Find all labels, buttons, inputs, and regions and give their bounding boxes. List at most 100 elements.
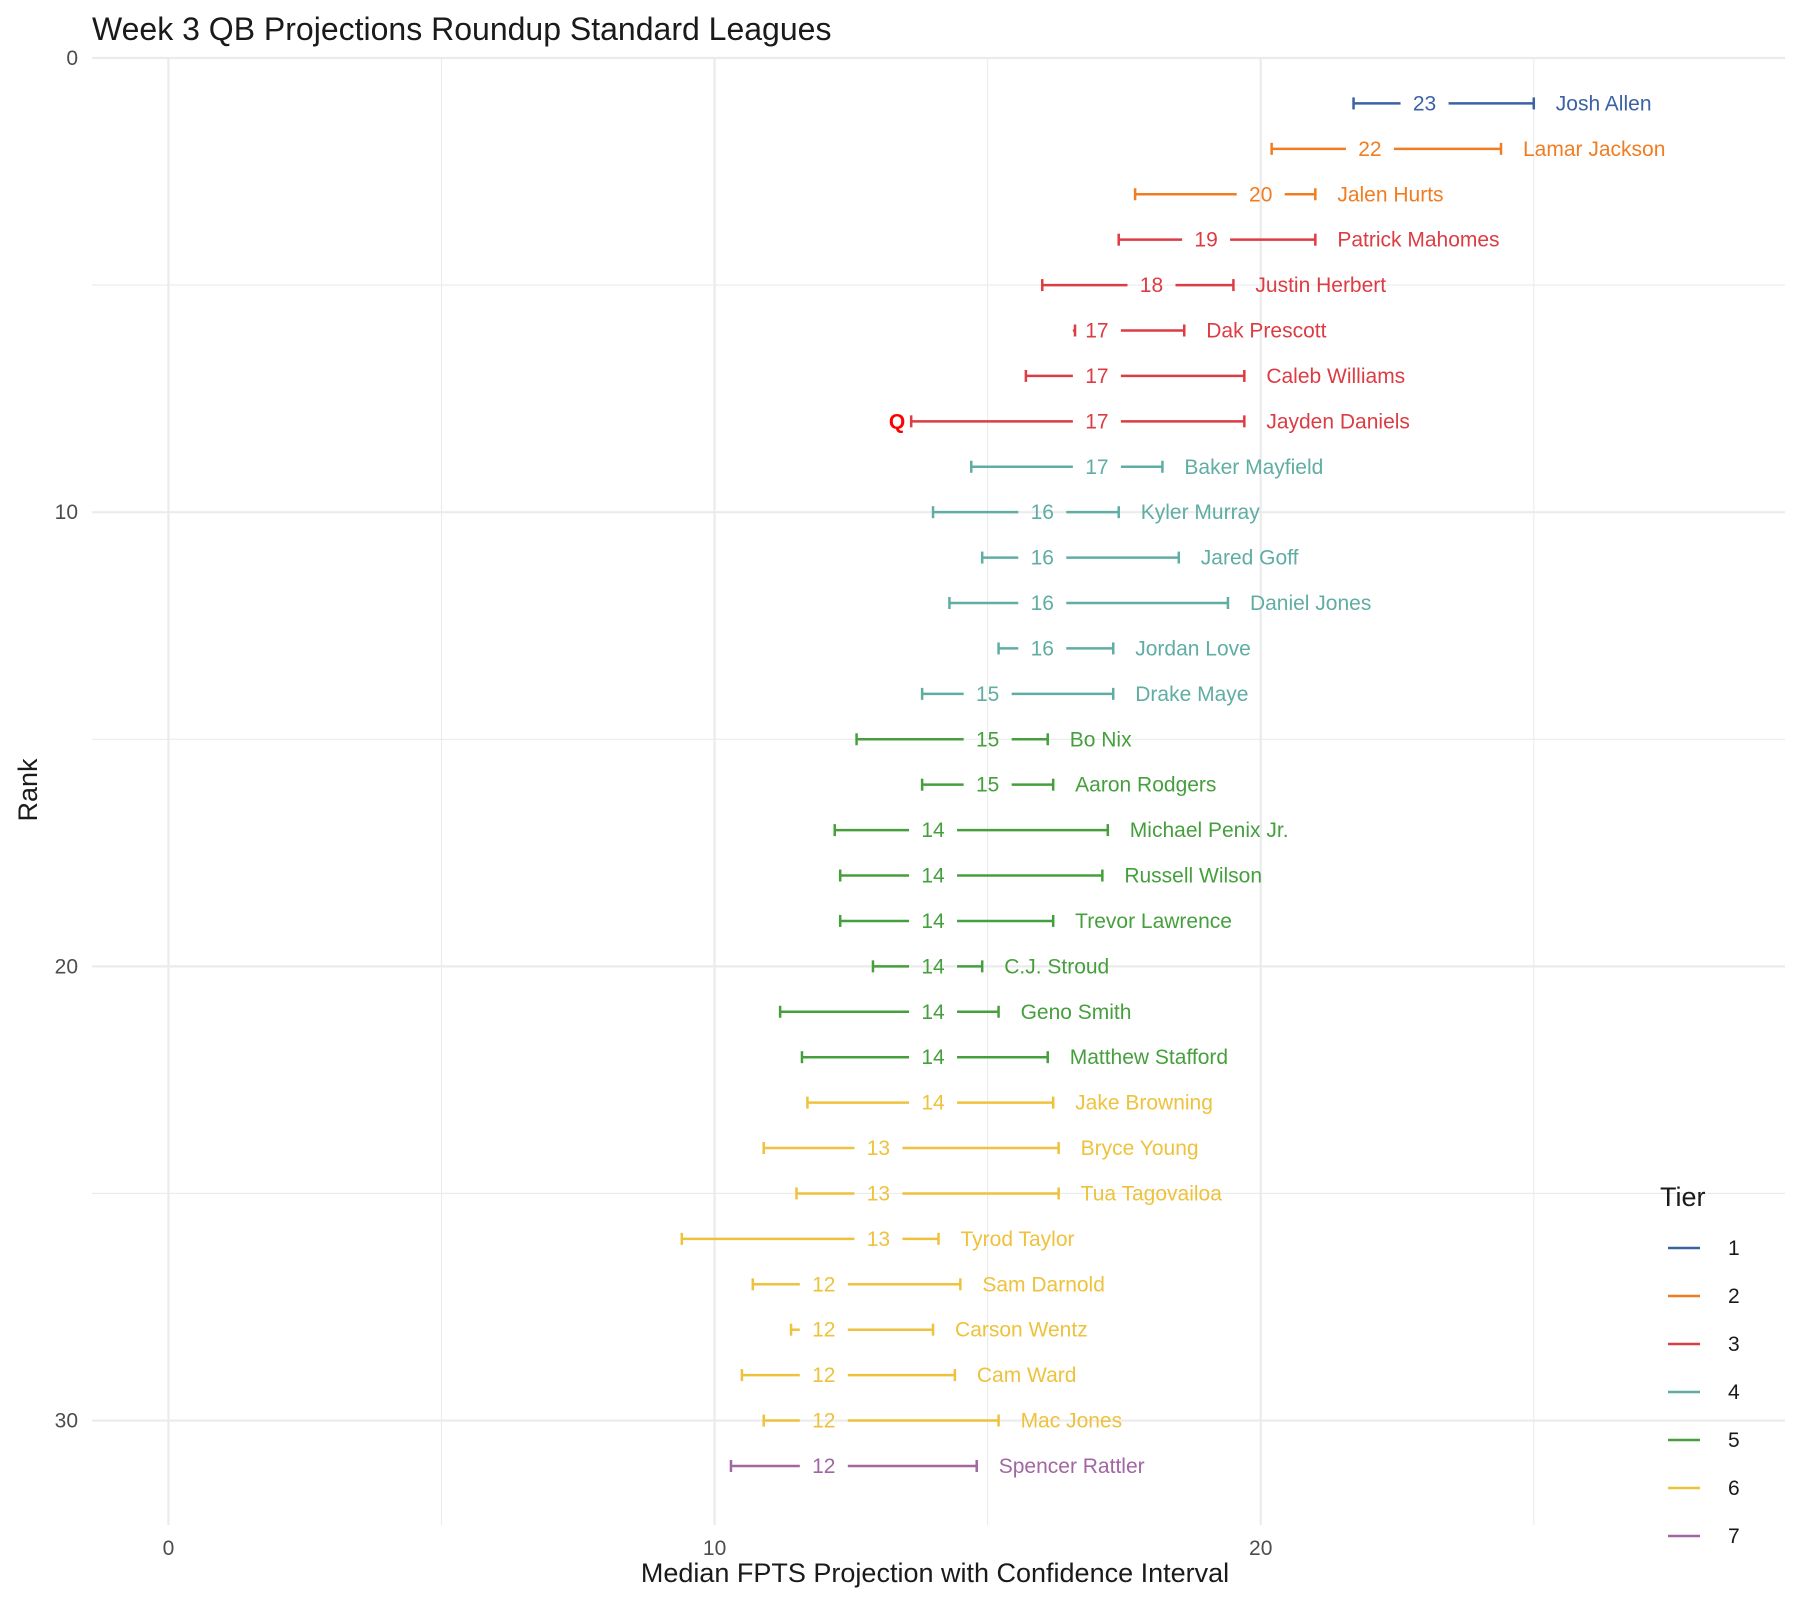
median-label: 15 bbox=[976, 774, 999, 797]
player-row: 14 Trevor Lawrence bbox=[838, 910, 1232, 933]
median-label: 23 bbox=[1413, 92, 1436, 115]
median-label: 16 bbox=[1031, 501, 1054, 524]
player-row: 14 Geno Smith bbox=[778, 1001, 1132, 1024]
median-label: 13 bbox=[867, 1228, 890, 1251]
player-name-label: Patrick Mahomes bbox=[1337, 229, 1499, 252]
player-name-label: Josh Allen bbox=[1556, 92, 1652, 115]
legend-item: 4 bbox=[1668, 1381, 1740, 1404]
player-row: 14 C.J. Stroud bbox=[871, 955, 1109, 978]
player-name-label: Matthew Stafford bbox=[1070, 1046, 1228, 1069]
player-row: 17 Caleb Williams bbox=[1024, 365, 1405, 388]
median-label: 17 bbox=[1085, 410, 1108, 433]
median-label: 12 bbox=[812, 1455, 835, 1478]
player-row: 16 Daniel Jones bbox=[948, 592, 1371, 615]
median-label: 12 bbox=[812, 1410, 835, 1433]
legend-label: 6 bbox=[1728, 1477, 1740, 1500]
player-name-label: Bryce Young bbox=[1081, 1137, 1199, 1160]
player-row: 15 Aaron Rodgers bbox=[920, 774, 1216, 797]
median-label: 14 bbox=[921, 955, 945, 978]
y-axis-title: Rank bbox=[13, 758, 43, 822]
player-row: 23 Josh Allen bbox=[1352, 92, 1652, 115]
legend-item: 6 bbox=[1668, 1477, 1740, 1500]
median-label: 12 bbox=[812, 1364, 835, 1387]
player-name-label: Jayden Daniels bbox=[1266, 410, 1410, 433]
median-label: 12 bbox=[812, 1319, 835, 1342]
legend-item: 7 bbox=[1668, 1525, 1740, 1548]
player-row: 15 Bo Nix bbox=[855, 728, 1132, 751]
median-label: 13 bbox=[867, 1182, 890, 1205]
median-label: 14 bbox=[921, 1001, 945, 1024]
x-tick-label: 0 bbox=[163, 1537, 175, 1560]
player-name-label: Tua Tagovailoa bbox=[1081, 1182, 1223, 1205]
player-row: 17 Baker Mayfield bbox=[970, 456, 1323, 479]
median-label: 18 bbox=[1140, 274, 1163, 297]
player-row: 18 Justin Herbert bbox=[1041, 274, 1386, 297]
player-row: 19 Patrick Mahomes bbox=[1117, 229, 1500, 252]
player-row: 16 Jared Goff bbox=[980, 547, 1299, 570]
player-name-label: Kyler Murray bbox=[1141, 501, 1261, 524]
median-label: 14 bbox=[921, 910, 945, 933]
player-name-label: Dak Prescott bbox=[1206, 320, 1326, 343]
median-label: 16 bbox=[1031, 637, 1054, 660]
median-label: 22 bbox=[1358, 138, 1381, 161]
player-name-label: Aaron Rodgers bbox=[1075, 774, 1216, 797]
status-flag: Q bbox=[889, 410, 905, 433]
median-label: 17 bbox=[1085, 365, 1108, 388]
player-row: 16 Kyler Murray bbox=[931, 501, 1261, 524]
median-label: 14 bbox=[921, 865, 945, 888]
median-label: 12 bbox=[812, 1273, 835, 1296]
player-row: 20 Jalen Hurts bbox=[1133, 183, 1444, 206]
x-axis-ticks: 0 10 20 bbox=[163, 1537, 1273, 1560]
median-label: 15 bbox=[976, 683, 999, 706]
player-row: 12 Sam Darnold bbox=[751, 1273, 1105, 1296]
chart-title: Week 3 QB Projections Roundup Standard L… bbox=[92, 11, 831, 47]
legend-label: 4 bbox=[1728, 1381, 1740, 1404]
legend-item: 1 bbox=[1668, 1237, 1740, 1260]
legend-item: 3 bbox=[1668, 1333, 1740, 1356]
median-label: 16 bbox=[1031, 547, 1054, 570]
player-name-label: Lamar Jackson bbox=[1523, 138, 1665, 161]
player-name-label: Jared Goff bbox=[1201, 547, 1299, 570]
y-axis-ticks: 0 10 20 30 bbox=[55, 47, 78, 1433]
x-tick-label: 10 bbox=[703, 1537, 726, 1560]
median-label: 17 bbox=[1085, 320, 1108, 343]
player-row: 15 Drake Maye bbox=[920, 683, 1248, 706]
player-row: 16 Jordan Love bbox=[997, 637, 1251, 660]
x-axis-title: Median FPTS Projection with Confidence I… bbox=[641, 1558, 1229, 1588]
grid bbox=[92, 56, 1785, 1525]
median-label: 19 bbox=[1194, 229, 1217, 252]
legend-label: 3 bbox=[1728, 1333, 1740, 1356]
player-name-label: Spencer Rattler bbox=[999, 1455, 1145, 1478]
median-label: 14 bbox=[921, 1046, 945, 1069]
y-tick-label: 10 bbox=[55, 501, 78, 524]
median-label: 20 bbox=[1249, 183, 1272, 206]
median-label: 14 bbox=[921, 1092, 945, 1115]
legend-label: 5 bbox=[1728, 1429, 1740, 1452]
player-name-label: Caleb Williams bbox=[1266, 365, 1405, 388]
player-name-label: Justin Herbert bbox=[1255, 274, 1386, 297]
player-name-label: Jalen Hurts bbox=[1337, 183, 1443, 206]
player-name-label: Baker Mayfield bbox=[1184, 456, 1323, 479]
player-name-label: Bo Nix bbox=[1070, 728, 1132, 751]
player-name-label: Sam Darnold bbox=[982, 1273, 1105, 1296]
y-tick-label: 0 bbox=[66, 47, 78, 70]
player-row: 12 Mac Jones bbox=[762, 1410, 1122, 1433]
player-name-label: Russell Wilson bbox=[1124, 865, 1262, 888]
player-row: 17 Dak Prescott bbox=[1072, 320, 1327, 343]
legend-item: 5 bbox=[1668, 1429, 1740, 1452]
legend-label: 7 bbox=[1728, 1525, 1740, 1548]
player-row: 12 Cam Ward bbox=[740, 1364, 1076, 1387]
player-row: 22 Lamar Jackson bbox=[1270, 138, 1665, 161]
player-name-label: Geno Smith bbox=[1021, 1001, 1132, 1024]
player-name-label: Drake Maye bbox=[1135, 683, 1248, 706]
legend-label: 2 bbox=[1728, 1285, 1740, 1308]
median-label: 16 bbox=[1031, 592, 1054, 615]
player-name-label: Tyrod Taylor bbox=[961, 1228, 1075, 1251]
legend: Tier 1 2 3 4 5 6 7 bbox=[1660, 1182, 1740, 1548]
median-label: 14 bbox=[921, 819, 945, 842]
player-row: 14 Jake Browning bbox=[806, 1092, 1213, 1115]
player-row: 14 Matthew Stafford bbox=[800, 1046, 1228, 1069]
player-name-label: Carson Wentz bbox=[955, 1319, 1088, 1342]
player-row: 12 Spencer Rattler bbox=[729, 1455, 1145, 1478]
